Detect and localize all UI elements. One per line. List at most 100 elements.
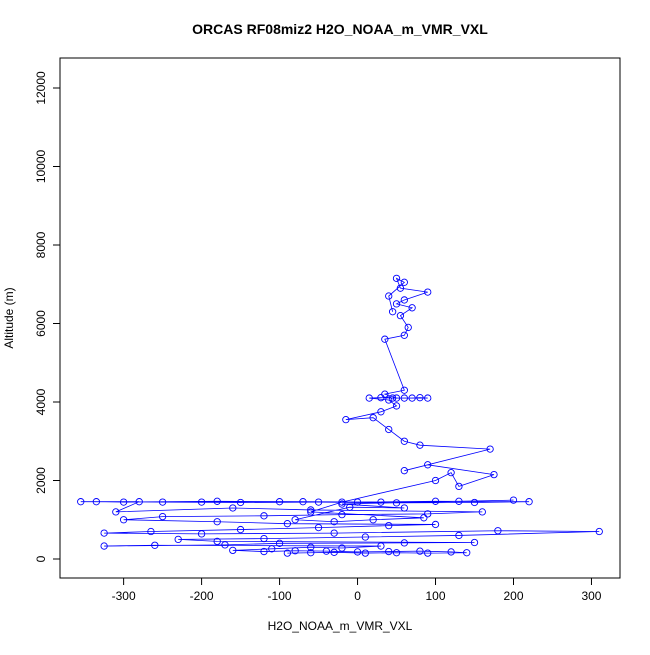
data-point <box>416 441 424 449</box>
data-point <box>119 516 128 524</box>
data-point <box>291 547 299 555</box>
data-point <box>221 541 229 549</box>
data-point <box>470 498 479 507</box>
data-point <box>381 390 389 398</box>
data-point <box>346 503 354 511</box>
data-point <box>236 498 245 507</box>
x-tick-label: 100 <box>426 589 446 603</box>
data-point <box>424 394 432 402</box>
data-point <box>377 408 385 416</box>
data-point <box>490 470 498 479</box>
data-point <box>322 547 331 555</box>
data-point <box>92 498 100 506</box>
data-point <box>353 498 362 506</box>
data-point <box>400 331 408 339</box>
data-point <box>420 514 428 522</box>
data-point <box>338 510 346 519</box>
data-point <box>392 300 401 308</box>
data-point <box>213 497 221 505</box>
data-point <box>151 541 159 549</box>
data-point <box>396 284 405 292</box>
y-tick-label: 6000 <box>34 310 48 337</box>
data-point <box>338 500 346 508</box>
data-point <box>361 533 369 541</box>
data-point <box>314 498 323 506</box>
data-point <box>338 498 346 506</box>
data-point <box>392 499 401 507</box>
data-point <box>392 274 401 283</box>
data-point <box>377 498 385 506</box>
data-point <box>400 386 408 394</box>
data-point <box>424 461 432 469</box>
data-point <box>408 304 416 312</box>
data-point <box>283 520 292 528</box>
data-point <box>275 539 284 547</box>
data-point <box>455 497 463 505</box>
data-point <box>377 542 385 550</box>
data-point <box>213 537 221 545</box>
data-point <box>299 498 307 506</box>
data-point <box>447 548 455 556</box>
x-tick-label: 200 <box>503 589 523 603</box>
data-point <box>338 544 346 552</box>
data-point <box>392 549 401 557</box>
data-point <box>388 308 397 316</box>
data-point <box>416 547 424 555</box>
x-tick-label: -100 <box>268 589 292 603</box>
data-point <box>213 518 221 526</box>
data-point <box>314 523 323 532</box>
data-point <box>385 292 393 300</box>
chart-title: ORCAS RF08miz2 H2O_NOAA_m_VMR_VXL <box>192 21 488 37</box>
data-point <box>431 497 440 505</box>
data-point <box>455 482 463 491</box>
data-point <box>400 539 408 547</box>
data-point <box>236 525 245 534</box>
data-point <box>268 545 276 553</box>
x-tick-label: 300 <box>581 589 601 603</box>
data-point <box>77 498 85 506</box>
data-point <box>388 394 397 402</box>
data-point <box>307 549 315 557</box>
data-point <box>392 402 401 410</box>
data-point <box>100 542 108 550</box>
data-point <box>494 527 502 535</box>
data-point <box>400 504 408 512</box>
data-point <box>486 445 494 453</box>
data-point <box>431 520 440 529</box>
data-point <box>424 549 432 557</box>
y-tick-label: 12000 <box>34 71 48 105</box>
data-point <box>478 508 486 516</box>
data-point <box>470 538 479 547</box>
data-point <box>424 288 432 296</box>
data-point <box>330 518 338 526</box>
data-point <box>369 516 377 524</box>
data-point <box>291 516 299 524</box>
data-point <box>174 535 182 544</box>
y-axis-label: Altitude (m) <box>2 287 16 348</box>
data-point <box>385 396 393 404</box>
data-point <box>260 534 268 543</box>
data-line <box>80 277 600 554</box>
data-point <box>135 498 143 506</box>
data-point <box>385 547 393 556</box>
data-point <box>447 468 455 477</box>
data-point <box>229 546 237 555</box>
data-point <box>361 549 369 557</box>
y-tick-label: 8000 <box>34 231 48 258</box>
data-point <box>307 506 315 514</box>
data-point <box>342 416 350 424</box>
data-point <box>400 437 408 445</box>
data-point <box>416 394 424 402</box>
data-point <box>408 394 416 402</box>
y-tick-label: 2000 <box>34 467 48 494</box>
data-point <box>365 394 373 402</box>
y-tick-label: 0 <box>34 555 48 562</box>
data-point <box>400 296 408 304</box>
data-point <box>381 335 389 343</box>
x-tick-label: -300 <box>112 589 136 603</box>
data-point <box>400 278 408 286</box>
data-point <box>385 425 393 434</box>
data-point <box>385 521 393 530</box>
data-point <box>260 547 268 556</box>
data-point <box>307 543 315 551</box>
